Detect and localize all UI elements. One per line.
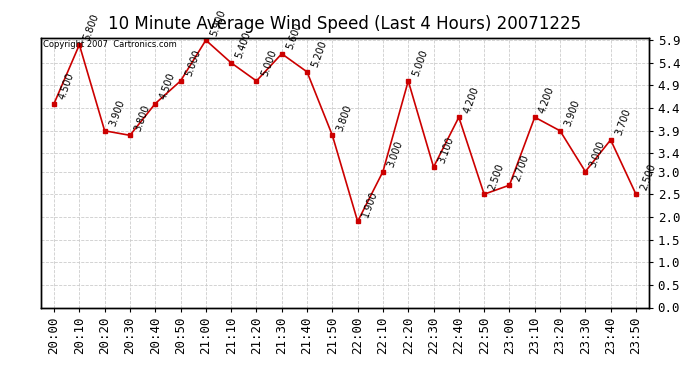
Text: 3.000: 3.000 xyxy=(588,140,607,169)
Text: 5.200: 5.200 xyxy=(310,40,328,69)
Text: 3.100: 3.100 xyxy=(436,135,455,164)
Text: 3.000: 3.000 xyxy=(386,140,404,169)
Text: 5.800: 5.800 xyxy=(82,12,101,42)
Text: 3.900: 3.900 xyxy=(563,99,582,128)
Text: 5.900: 5.900 xyxy=(208,8,228,38)
Text: 5.400: 5.400 xyxy=(234,31,253,60)
Text: 4.500: 4.500 xyxy=(57,72,76,101)
Text: 3.900: 3.900 xyxy=(108,99,126,128)
Text: 4.200: 4.200 xyxy=(462,85,480,114)
Text: 4.200: 4.200 xyxy=(538,85,556,114)
Text: 5.000: 5.000 xyxy=(184,49,202,78)
Text: 3.700: 3.700 xyxy=(613,108,632,137)
Text: 2.500: 2.500 xyxy=(487,162,506,192)
Text: 4.500: 4.500 xyxy=(158,72,177,101)
Text: 3.800: 3.800 xyxy=(132,103,152,132)
Text: Copyright 2007  Cartronics.com: Copyright 2007 Cartronics.com xyxy=(43,40,177,49)
Text: 5.600: 5.600 xyxy=(284,22,304,51)
Text: 2.500: 2.500 xyxy=(639,162,658,192)
Text: 1.900: 1.900 xyxy=(360,189,380,219)
Text: 5.000: 5.000 xyxy=(411,49,430,78)
Text: 2.700: 2.700 xyxy=(512,153,531,182)
Text: 5.000: 5.000 xyxy=(259,49,278,78)
Text: 10 Minute Average Wind Speed (Last 4 Hours) 20071225: 10 Minute Average Wind Speed (Last 4 Hou… xyxy=(108,15,582,33)
Text: 3.800: 3.800 xyxy=(335,103,354,132)
